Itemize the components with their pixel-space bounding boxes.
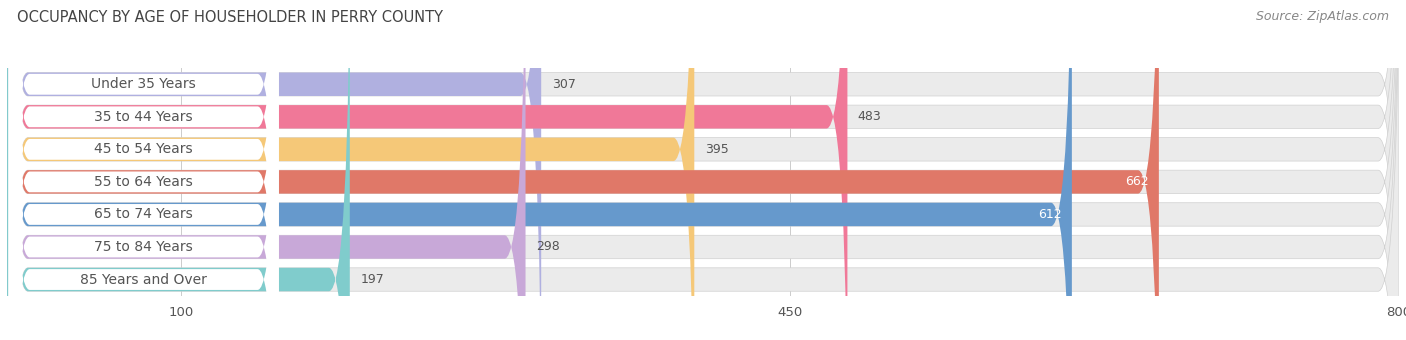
Text: 75 to 84 Years: 75 to 84 Years xyxy=(94,240,193,254)
FancyBboxPatch shape xyxy=(7,0,848,340)
FancyBboxPatch shape xyxy=(7,0,1399,340)
Text: 45 to 54 Years: 45 to 54 Years xyxy=(94,142,193,156)
FancyBboxPatch shape xyxy=(7,0,526,340)
FancyBboxPatch shape xyxy=(8,0,278,340)
FancyBboxPatch shape xyxy=(7,0,1399,340)
FancyBboxPatch shape xyxy=(7,0,1399,340)
Text: 85 Years and Over: 85 Years and Over xyxy=(80,273,207,287)
FancyBboxPatch shape xyxy=(7,0,1399,340)
FancyBboxPatch shape xyxy=(7,0,1399,340)
FancyBboxPatch shape xyxy=(7,0,350,340)
FancyBboxPatch shape xyxy=(7,0,1399,340)
Text: 197: 197 xyxy=(360,273,384,286)
Text: 483: 483 xyxy=(858,110,882,123)
Text: 298: 298 xyxy=(536,240,560,254)
Text: OCCUPANCY BY AGE OF HOUSEHOLDER IN PERRY COUNTY: OCCUPANCY BY AGE OF HOUSEHOLDER IN PERRY… xyxy=(17,10,443,25)
FancyBboxPatch shape xyxy=(7,0,1071,340)
FancyBboxPatch shape xyxy=(8,0,278,340)
FancyBboxPatch shape xyxy=(7,0,1159,340)
Text: 55 to 64 Years: 55 to 64 Years xyxy=(94,175,193,189)
FancyBboxPatch shape xyxy=(8,0,278,340)
FancyBboxPatch shape xyxy=(7,0,541,340)
FancyBboxPatch shape xyxy=(7,0,695,340)
Text: 662: 662 xyxy=(1125,175,1149,188)
FancyBboxPatch shape xyxy=(8,0,278,340)
FancyBboxPatch shape xyxy=(8,0,278,340)
FancyBboxPatch shape xyxy=(8,0,278,340)
Text: 307: 307 xyxy=(551,78,575,91)
Text: 65 to 74 Years: 65 to 74 Years xyxy=(94,207,193,221)
FancyBboxPatch shape xyxy=(7,0,1399,340)
Text: 35 to 44 Years: 35 to 44 Years xyxy=(94,110,193,124)
Text: Source: ZipAtlas.com: Source: ZipAtlas.com xyxy=(1256,10,1389,23)
FancyBboxPatch shape xyxy=(8,0,278,340)
Text: 395: 395 xyxy=(704,143,728,156)
Text: 612: 612 xyxy=(1038,208,1062,221)
Text: Under 35 Years: Under 35 Years xyxy=(91,77,195,91)
